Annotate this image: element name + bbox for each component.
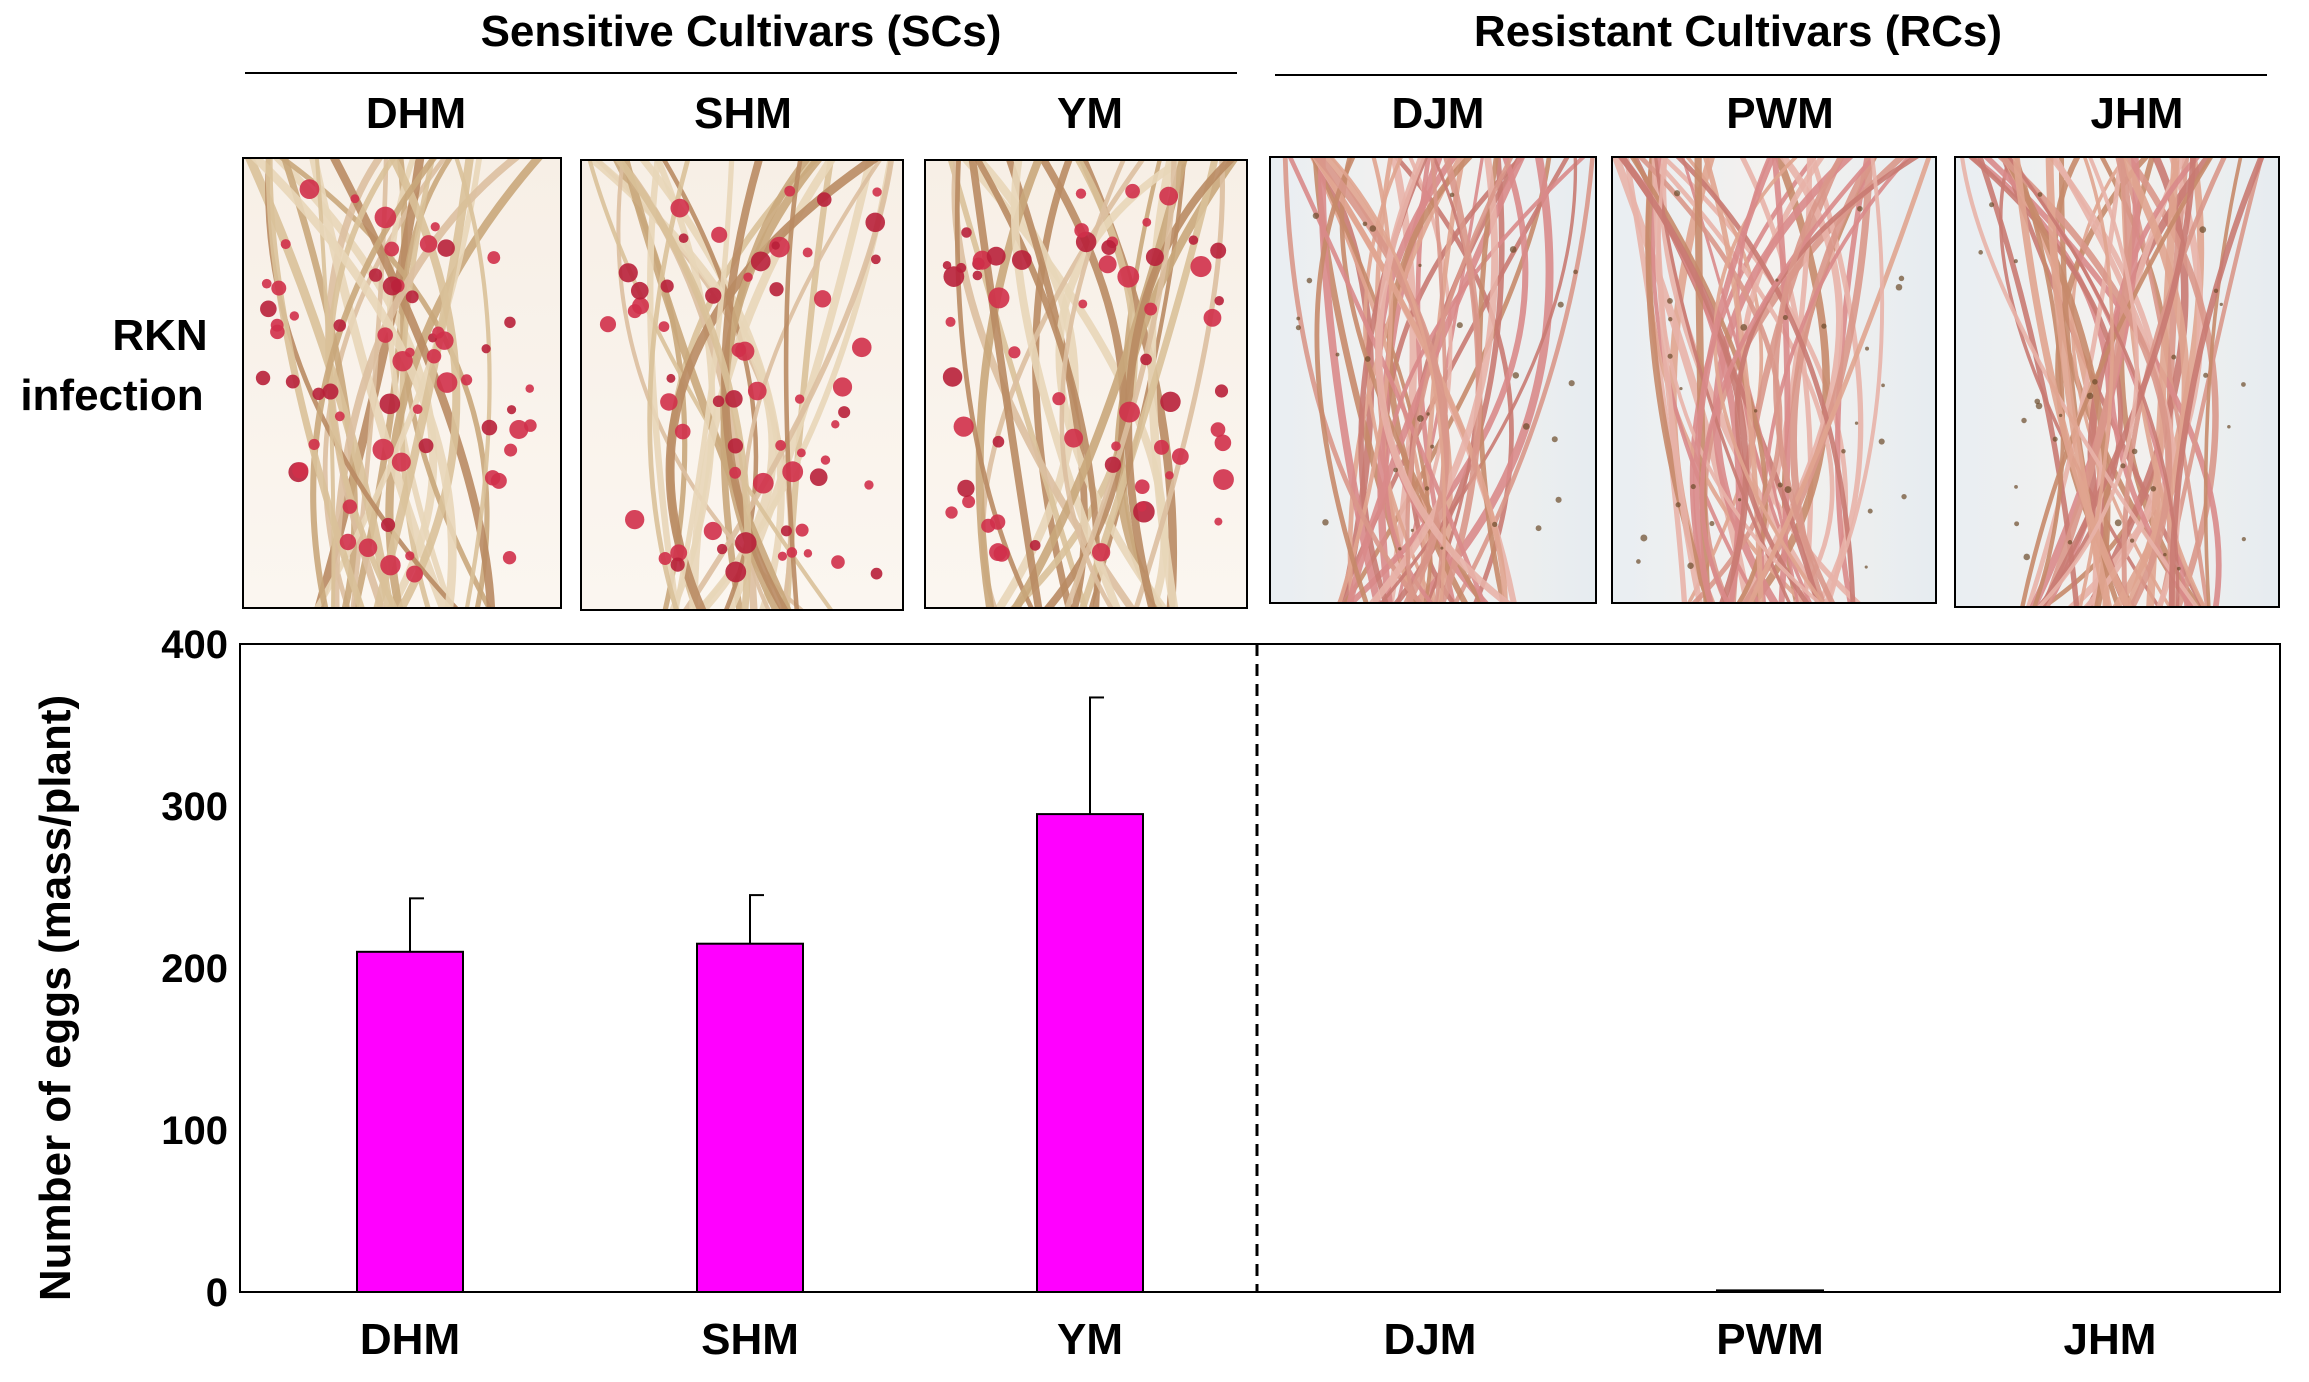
root-photo — [581, 160, 903, 610]
plot-frame — [239, 643, 2281, 1293]
root-photo — [243, 158, 561, 608]
panel-label: PWM — [1726, 89, 1834, 138]
panel-label: JHM — [2091, 89, 2184, 138]
panel-label: DHM — [366, 89, 466, 138]
y-tick-label: 200 — [161, 947, 228, 991]
photo-frame — [1269, 156, 1597, 604]
photo-frame — [924, 159, 1248, 609]
row-label-line1: RKN — [112, 311, 207, 360]
root-photo — [925, 160, 1247, 608]
bars — [356, 696, 1824, 1294]
y-tick-label: 400 — [161, 623, 228, 667]
bar-dhm — [356, 950, 464, 1293]
photo-panel-djm: DJM — [1269, 89, 1597, 604]
x-tick-label-pwm: PWM — [1716, 1315, 1824, 1364]
y-tick-label: 300 — [161, 785, 228, 829]
y-axis-ticks: 0 100 200 300 400 — [161, 623, 228, 1315]
bar-ym — [1036, 813, 1144, 1293]
photo-panel-shm: SHM — [580, 89, 904, 611]
photo-panel-dhm: DHM — [242, 89, 562, 609]
row-label-line2: infection — [20, 371, 203, 420]
photo-frame — [242, 157, 562, 609]
panel-label: DJM — [1392, 89, 1485, 138]
group-title-sensitive: Sensitive Cultivars (SCs) — [481, 7, 1002, 56]
panel-label: YM — [1057, 89, 1123, 138]
photo-frame — [1611, 156, 1937, 604]
x-tick-label-shm: SHM — [701, 1315, 799, 1364]
photo-panel-ym: YM — [924, 89, 1248, 609]
x-tick-label-djm: DJM — [1384, 1315, 1477, 1364]
bar-pwm — [1716, 1289, 1824, 1294]
photo-panel-jhm: JHM — [1954, 89, 2280, 608]
photo-panels: DHM SHM YM DJM PWM JHM — [242, 89, 2280, 611]
x-tick-label-dhm: DHM — [360, 1315, 460, 1364]
y-tick-label: 0 — [206, 1271, 228, 1315]
bar-chart: 0 100 200 300 400 DHM SHM YM DJM PWM JHM Number o… — [31, 623, 2281, 1364]
group-title-resistant: Resistant Cultivars (RCs) — [1474, 7, 2002, 56]
root-photo — [1270, 157, 1596, 603]
photo-frame — [1954, 156, 2280, 608]
x-axis-tick-labels: DHM SHM YM DJM PWM JHM — [360, 1315, 2157, 1364]
x-tick-label-ym: YM — [1057, 1315, 1123, 1364]
panel-label: SHM — [694, 89, 792, 138]
y-axis-label: Number of eggs (mass/plant) — [31, 695, 80, 1301]
x-tick-label-jhm: JHM — [2064, 1315, 2157, 1364]
photo-frame — [580, 159, 904, 611]
bar-shm — [696, 942, 804, 1293]
root-photo — [1955, 157, 2279, 607]
photo-panel-pwm: PWM — [1611, 89, 1937, 604]
root-photo — [1612, 157, 1936, 603]
y-tick-label: 100 — [161, 1109, 228, 1153]
